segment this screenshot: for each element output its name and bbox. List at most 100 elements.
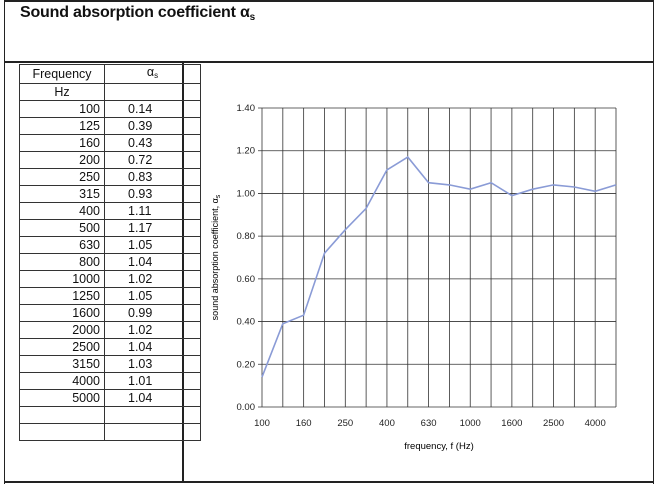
table-row: 1600 0.99: [19, 304, 201, 322]
unit-empty-cell: [104, 83, 201, 101]
table-row: 500 1.17: [19, 219, 201, 237]
frequency-cell: 1000: [19, 270, 105, 288]
alpha-cell: 1.05: [104, 287, 201, 305]
chart-grid: [258, 107, 617, 408]
y-tick-labels: 0.00 0.20 0.40 0.60 0.80 1.00 1.20 1.40: [237, 103, 256, 413]
y-tick-label: 1.40: [237, 103, 256, 114]
header-alpha-subscript: s: [154, 71, 159, 80]
table-row: 1000 1.02: [19, 270, 201, 288]
x-tick-label: 160: [296, 418, 312, 429]
x-tick-label: 1600: [501, 418, 522, 429]
table-row: 630 1.05: [19, 236, 201, 254]
x-tick-label: 1000: [460, 418, 481, 429]
x-tick-label: 4000: [585, 418, 606, 429]
table-row: 2500 1.04: [19, 338, 201, 356]
table-unit-row: Hz: [19, 83, 201, 101]
page-title-text: Sound absorption coefficient α: [20, 4, 250, 21]
x-tick-label: 400: [379, 418, 395, 429]
table-row: 2000 1.02: [19, 321, 201, 339]
page-title-subscript: s: [249, 12, 256, 23]
frequency-cell: 200: [19, 151, 105, 169]
alpha-cell: 0.99: [104, 304, 201, 322]
absorption-chart: 0.00 0.20 0.40 0.60 0.80 1.00 1.20 1.40 100 160 2…: [210, 103, 617, 452]
y-tick-label: 1.20: [237, 146, 256, 157]
header-alpha: αs: [104, 64, 201, 84]
frequency-cell: 3150: [19, 355, 105, 373]
empty-cell: [19, 423, 105, 441]
table-row: 400 1.11: [19, 202, 201, 220]
header-alpha-symbol: α: [146, 65, 155, 79]
alpha-cell: 1.02: [104, 321, 201, 339]
top-border: [4, 0, 654, 2]
empty-cell: [19, 406, 105, 424]
y-tick-label: 0.20: [237, 359, 256, 370]
alpha-cell: 0.43: [104, 134, 201, 152]
frequency-cell: 100: [19, 100, 105, 118]
alpha-cell: 0.93: [104, 185, 201, 203]
page-title: Sound absorption coefficient αs: [20, 4, 255, 23]
y-tick-label: 0.40: [237, 317, 256, 328]
table-row: 250 0.83: [19, 168, 201, 186]
table-row: 315 0.93: [19, 185, 201, 203]
frequency-cell: 2000: [19, 321, 105, 339]
empty-cell: [104, 406, 201, 424]
x-tick-label: 630: [421, 418, 437, 429]
frequency-cell: 400: [19, 202, 105, 220]
absorption-table: Frequency αs Hz 100 0.14 125 0.39 160 0.43 200…: [19, 64, 201, 441]
frequency-cell: 125: [19, 117, 105, 135]
header-frequency: Frequency: [19, 64, 105, 84]
alpha-cell: 1.17: [104, 219, 201, 237]
table-row: 100 0.14: [19, 100, 201, 118]
x-tick-label: 100: [254, 418, 270, 429]
alpha-cell: 1.01: [104, 372, 201, 390]
table-header-row: Frequency αs: [19, 64, 201, 84]
alpha-cell: 1.02: [104, 270, 201, 288]
frequency-cell: 250: [19, 168, 105, 186]
table-empty-row: [19, 406, 201, 424]
table-row: 5000 1.04: [19, 389, 201, 407]
alpha-cell: 1.03: [104, 355, 201, 373]
series-line: [261, 156, 617, 378]
document-frame: [4, 0, 654, 484]
title-divider: [4, 61, 654, 63]
alpha-cell: 1.05: [104, 236, 201, 254]
alpha-cell: 1.04: [104, 389, 201, 407]
empty-cell: [104, 423, 201, 441]
alpha-cell: 0.83: [104, 168, 201, 186]
frequency-cell: 1600: [19, 304, 105, 322]
bottom-divider: [4, 481, 654, 483]
y-axis-label: sound absorption coefficient, αs: [210, 194, 222, 320]
frequency-cell: 800: [19, 253, 105, 271]
y-tick-label: 0.60: [237, 274, 256, 285]
frequency-cell: 4000: [19, 372, 105, 390]
table-row: 3150 1.03: [19, 355, 201, 373]
frequency-cell: 500: [19, 219, 105, 237]
y-tick-label: 0.00: [237, 402, 256, 413]
alpha-cell: 1.11: [104, 202, 201, 220]
x-tick-labels: 100 160 250 400 630 1000 1600 2500 4000: [254, 418, 606, 429]
frequency-cell: 160: [19, 134, 105, 152]
table-empty-row: [19, 423, 201, 441]
alpha-cell: 0.39: [104, 117, 201, 135]
alpha-cell: 0.72: [104, 151, 201, 169]
unit-label: Hz: [19, 83, 105, 101]
x-tick-label: 250: [337, 418, 353, 429]
alpha-cell: 0.14: [104, 100, 201, 118]
y-axis-label-subscript: s: [215, 194, 222, 198]
x-axis-label: frequency, f (Hz): [404, 441, 474, 452]
table-row: 125 0.39: [19, 117, 201, 135]
table-row: 160 0.43: [19, 134, 201, 152]
alpha-cell: 1.04: [104, 338, 201, 356]
frequency-cell: 630: [19, 236, 105, 254]
frequency-cell: 5000: [19, 389, 105, 407]
table-row: 200 0.72: [19, 151, 201, 169]
frequency-cell: 1250: [19, 287, 105, 305]
frequency-cell: 315: [19, 185, 105, 203]
alpha-cell: 1.04: [104, 253, 201, 271]
y-tick-label: 1.00: [237, 188, 256, 199]
frequency-cell: 2500: [19, 338, 105, 356]
y-tick-label: 0.80: [237, 231, 256, 242]
table-row: 4000 1.01: [19, 372, 201, 390]
table-row: 1250 1.05: [19, 287, 201, 305]
table-row: 800 1.04: [19, 253, 201, 271]
